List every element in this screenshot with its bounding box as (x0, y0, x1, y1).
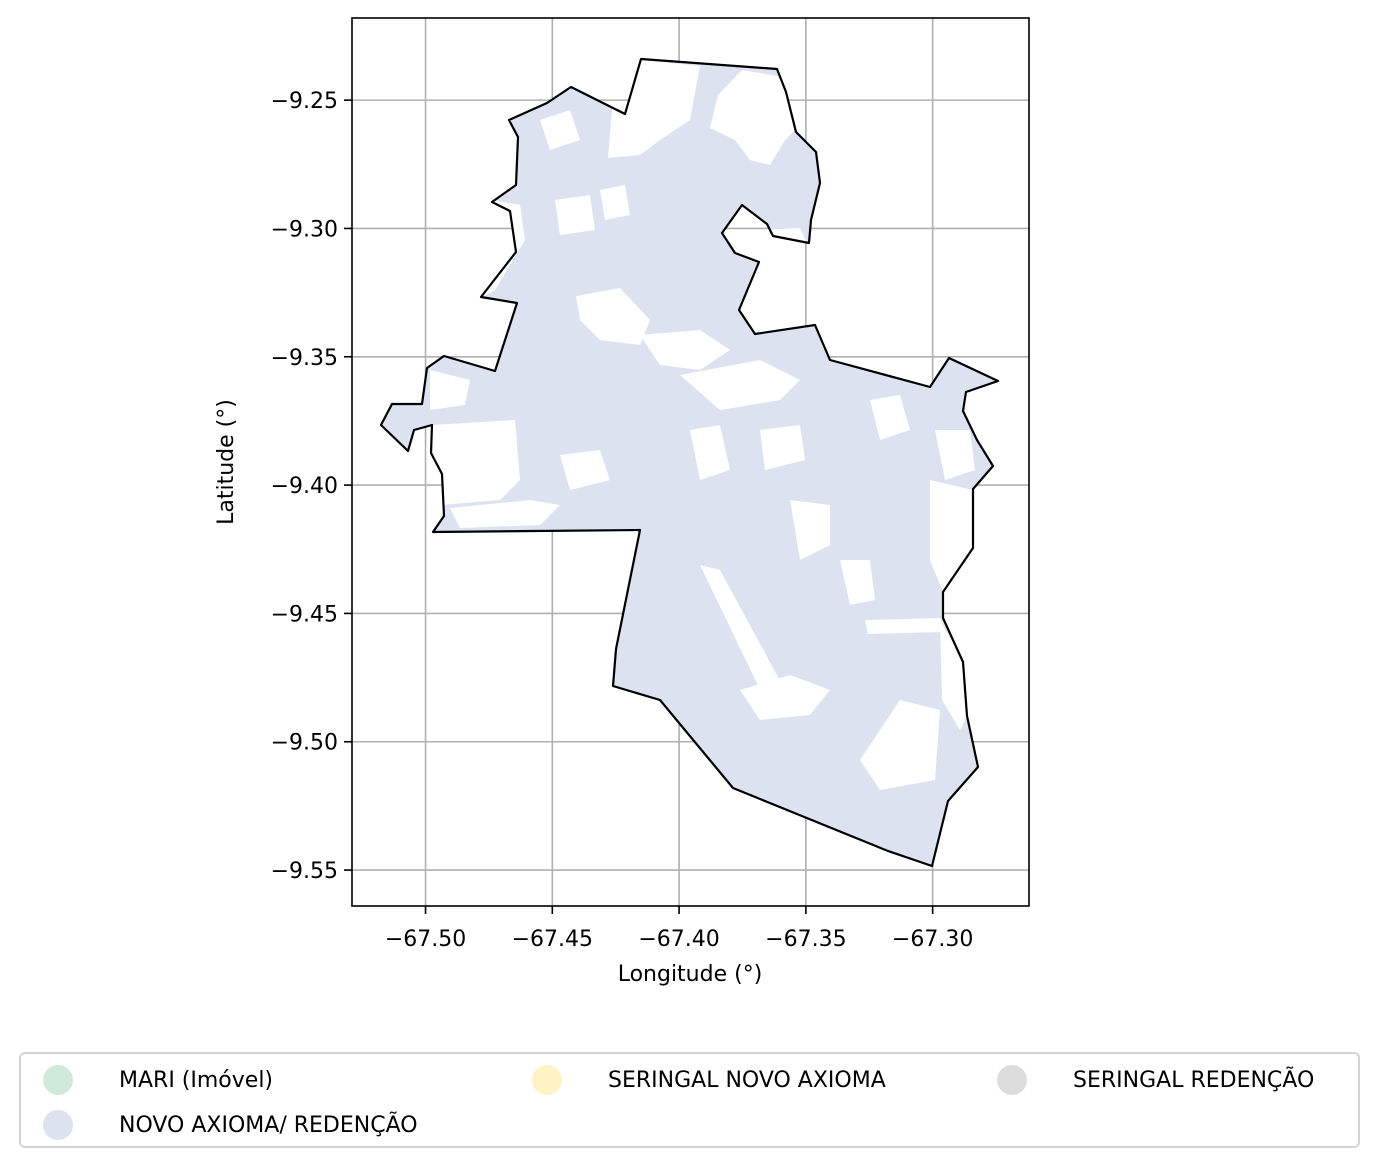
plot-frame (351, 17, 1030, 907)
legend-label-novo-axioma-redencao: NOVO AXIOMA/ REDENÇÃO (119, 1112, 418, 1138)
legend-label-seringal-redencao: SERINGAL REDENÇÃO (1073, 1067, 1315, 1093)
legend-label-seringal-novo-axioma: SERINGAL NOVO AXIOMA (608, 1067, 886, 1093)
legend: MARI (Imóvel) SERINGAL NOVO AXIOMA SERIN… (19, 1052, 1360, 1148)
y-tick-label: −9.35 (271, 346, 338, 371)
novo-axioma-redencao-region (381, 59, 998, 866)
legend-label-mari: MARI (Imóvel) (119, 1067, 274, 1093)
y-tick-label: −9.45 (271, 602, 338, 627)
y-tick-label: −9.55 (271, 859, 338, 884)
legend-item-novo-axioma-redencao: NOVO AXIOMA/ REDENÇÃO (43, 1105, 418, 1145)
x-tick-label: −67.45 (512, 927, 593, 952)
region-fill (381, 59, 998, 866)
plot-area (351, 17, 1030, 907)
municipality-boundary (379, 57, 1000, 868)
y-tick-label: −9.50 (271, 731, 338, 756)
x-axis: −67.50 −67.45 −67.40 −67.35 −67.30 (385, 906, 973, 952)
y-axis: −9.25 −9.30 −9.35 −9.40 −9.45 −9.50 −9.55 (271, 89, 352, 884)
legend-marker-seringal-redencao (997, 1065, 1027, 1095)
legend-item-seringal-redencao: SERINGAL REDENÇÃO (997, 1060, 1314, 1100)
y-axis-label: Latitude (°) (214, 399, 239, 525)
legend-marker-seringal-novo-axioma (532, 1065, 562, 1095)
x-tick-label: −67.35 (765, 927, 846, 952)
y-tick-label: −9.40 (271, 474, 338, 499)
x-tick-label: −67.50 (385, 927, 466, 952)
x-tick-label: −67.40 (638, 927, 719, 952)
y-tick-label: −9.30 (271, 217, 338, 242)
legend-item-mari: MARI (Imóvel) (43, 1060, 273, 1100)
uncovered-areas (430, 60, 975, 790)
legend-marker-mari (43, 1065, 73, 1095)
x-axis-label: Longitude (°) (618, 962, 763, 987)
x-tick-label: −67.30 (892, 927, 973, 952)
legend-marker-novo-axioma-redencao (43, 1110, 73, 1140)
y-tick-label: −9.25 (271, 89, 338, 114)
legend-item-seringal-novo-axioma: SERINGAL NOVO AXIOMA (532, 1060, 886, 1100)
